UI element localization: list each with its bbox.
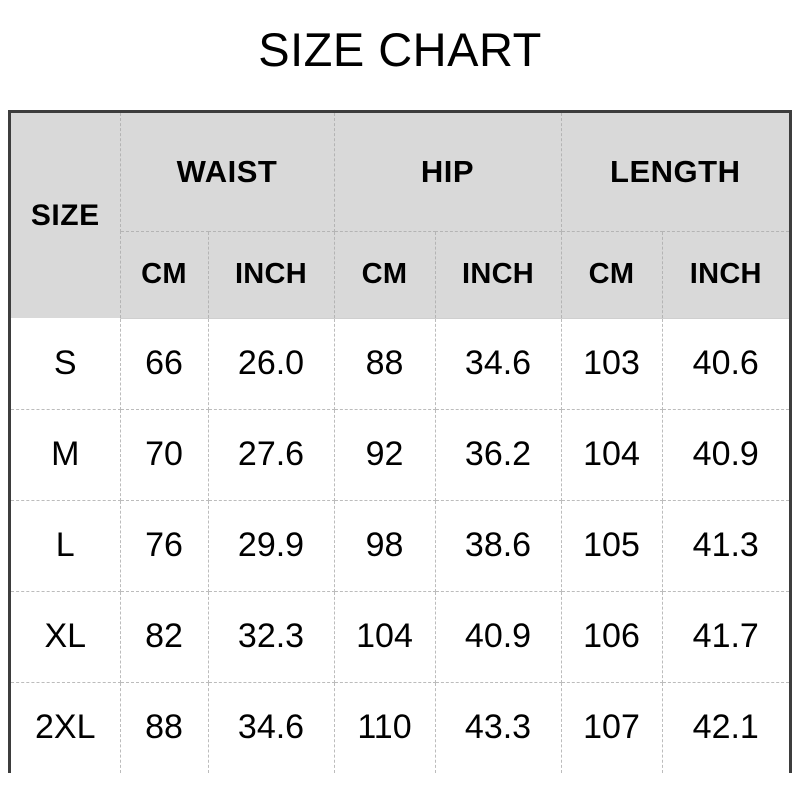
cell-waist-inch: 29.9	[208, 500, 335, 592]
column-header-hip-inch: INCH	[435, 231, 562, 319]
column-header-size: SIZE	[11, 113, 121, 318]
cell-size: S	[11, 318, 121, 410]
cell-hip-cm: 110	[334, 682, 436, 773]
page-title: SIZE CHART	[258, 23, 542, 76]
table-row: M 70 27.6 92 36.2 104 40.9	[11, 409, 790, 501]
cell-size: L	[11, 500, 121, 592]
column-header-hip-cm: CM	[334, 231, 436, 319]
cell-hip-cm: 92	[334, 409, 436, 501]
cell-waist-inch: 34.6	[208, 682, 335, 773]
table-header: SIZE WAIST HIP LENGTH CM INCH CM INCH CM…	[11, 113, 790, 319]
cell-length-inch: 42.1	[662, 682, 790, 773]
table-row: XL 82 32.3 104 40.9 106 41.7	[11, 591, 790, 683]
cell-waist-cm: 76	[120, 500, 209, 592]
column-header-length-inch: INCH	[662, 231, 790, 319]
cell-length-cm: 107	[561, 682, 663, 773]
column-group-header-waist: WAIST	[120, 113, 335, 232]
table-header-groups-row: SIZE WAIST HIP LENGTH	[11, 113, 790, 318]
cell-waist-cm: 70	[120, 409, 209, 501]
column-group-header-hip: HIP	[334, 113, 562, 232]
cell-length-cm: 104	[561, 409, 663, 501]
cell-hip-inch: 34.6	[435, 318, 562, 410]
column-header-waist-cm: CM	[120, 231, 209, 319]
cell-hip-cm: 104	[334, 591, 436, 683]
table-row: L 76 29.9 98 38.6 105 41.3	[11, 500, 790, 592]
cell-length-cm: 105	[561, 500, 663, 592]
cell-waist-inch: 27.6	[208, 409, 335, 501]
column-header-waist-inch: INCH	[208, 231, 335, 319]
cell-hip-cm: 88	[334, 318, 436, 410]
cell-waist-cm: 82	[120, 591, 209, 683]
cell-size: 2XL	[11, 682, 121, 773]
column-header-length-cm: CM	[561, 231, 663, 319]
cell-length-inch: 40.9	[662, 409, 790, 501]
cell-size: XL	[11, 591, 121, 683]
column-group-header-length: LENGTH	[561, 113, 790, 232]
cell-waist-cm: 88	[120, 682, 209, 773]
cell-length-inch: 41.3	[662, 500, 790, 592]
cell-hip-cm: 98	[334, 500, 436, 592]
table-row: 2XL 88 34.6 110 43.3 107 42.1	[11, 682, 790, 773]
table-row: S 66 26.0 88 34.6 103 40.6	[11, 318, 790, 410]
table-body: S 66 26.0 88 34.6 103 40.6 M 70 27.6 92 …	[11, 318, 790, 773]
cell-size: M	[11, 409, 121, 501]
cell-waist-cm: 66	[120, 318, 209, 410]
cell-hip-inch: 36.2	[435, 409, 562, 501]
cell-length-inch: 41.7	[662, 591, 790, 683]
cell-length-cm: 103	[561, 318, 663, 410]
cell-waist-inch: 26.0	[208, 318, 335, 410]
table-header-units-row: CM INCH CM INCH CM INCH	[11, 231, 790, 319]
size-chart-table: SIZE WAIST HIP LENGTH CM INCH CM INCH CM…	[11, 113, 790, 773]
cell-length-inch: 40.6	[662, 318, 790, 410]
cell-length-cm: 106	[561, 591, 663, 683]
cell-waist-inch: 32.3	[208, 591, 335, 683]
size-chart-table-container: SIZE WAIST HIP LENGTH CM INCH CM INCH CM…	[8, 110, 792, 773]
cell-hip-inch: 43.3	[435, 682, 562, 773]
cell-hip-inch: 40.9	[435, 591, 562, 683]
cell-hip-inch: 38.6	[435, 500, 562, 592]
